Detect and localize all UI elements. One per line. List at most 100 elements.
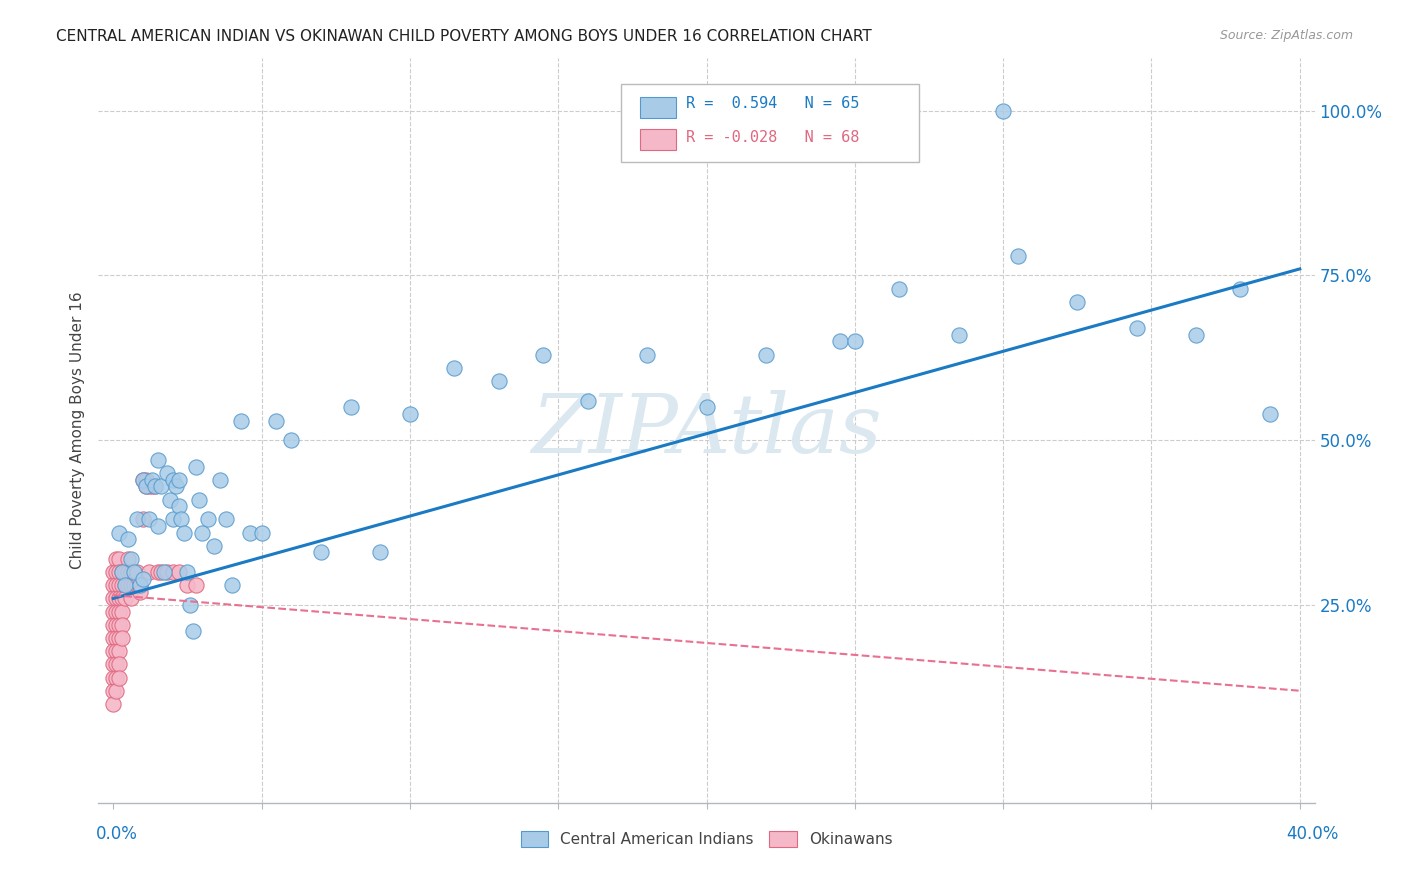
Point — [105, 631, 128, 645]
Point — [1066, 294, 1088, 309]
Point — [129, 578, 152, 592]
Point — [141, 479, 163, 493]
Point — [132, 512, 155, 526]
Point — [149, 479, 172, 493]
Point — [108, 591, 131, 606]
Point — [103, 644, 125, 658]
Text: R =  0.594   N = 65: R = 0.594 N = 65 — [686, 95, 859, 111]
Point — [105, 617, 128, 632]
FancyBboxPatch shape — [640, 96, 676, 118]
Legend: Central American Indians, Okinawans: Central American Indians, Okinawans — [515, 825, 898, 854]
Point — [111, 617, 134, 632]
Text: CENTRAL AMERICAN INDIAN VS OKINAWAN CHILD POVERTY AMONG BOYS UNDER 16 CORRELATIO: CENTRAL AMERICAN INDIAN VS OKINAWAN CHIL… — [56, 29, 872, 44]
Point — [108, 657, 131, 672]
Point — [105, 565, 128, 579]
Point — [111, 605, 134, 619]
Point — [135, 479, 157, 493]
Point — [120, 565, 142, 579]
Point — [138, 512, 160, 526]
Point — [105, 605, 128, 619]
Point — [146, 519, 169, 533]
Point — [108, 644, 131, 658]
Point — [103, 591, 125, 606]
Point — [156, 467, 179, 481]
Point — [117, 578, 139, 592]
Point — [129, 578, 152, 592]
Point — [122, 565, 145, 579]
Point — [991, 103, 1014, 118]
Point — [108, 671, 131, 685]
Point — [146, 453, 169, 467]
Point — [105, 578, 128, 592]
Point — [159, 492, 181, 507]
Point — [111, 565, 134, 579]
Y-axis label: Child Poverty Among Boys Under 16: Child Poverty Among Boys Under 16 — [69, 292, 84, 569]
Point — [186, 578, 208, 592]
Point — [1125, 321, 1147, 335]
Point — [105, 644, 128, 658]
Text: Source: ZipAtlas.com: Source: ZipAtlas.com — [1219, 29, 1353, 42]
Point — [122, 565, 145, 579]
Point — [103, 657, 125, 672]
Point — [135, 473, 157, 487]
Point — [120, 591, 142, 606]
Point — [129, 585, 152, 599]
Point — [103, 578, 125, 592]
Point — [125, 512, 148, 526]
Point — [108, 525, 131, 540]
Point — [146, 565, 169, 579]
FancyBboxPatch shape — [640, 128, 676, 150]
Point — [339, 401, 361, 415]
Point — [183, 624, 205, 639]
Point — [111, 591, 134, 606]
Point — [111, 565, 134, 579]
Point — [103, 631, 125, 645]
Point — [229, 413, 252, 427]
Point — [103, 671, 125, 685]
Point — [138, 565, 160, 579]
Point — [105, 657, 128, 672]
Point — [162, 473, 184, 487]
Point — [125, 578, 148, 592]
Point — [108, 565, 131, 579]
Point — [889, 282, 911, 296]
Point — [117, 565, 139, 579]
Point — [197, 512, 219, 526]
Point — [108, 578, 131, 592]
Point — [111, 631, 134, 645]
Point — [165, 479, 187, 493]
Point — [280, 434, 302, 448]
Point — [221, 578, 243, 592]
Point — [105, 671, 128, 685]
Point — [948, 327, 970, 342]
Point — [239, 525, 262, 540]
Point — [1258, 407, 1281, 421]
Point — [108, 617, 131, 632]
Point — [103, 617, 125, 632]
Text: 0.0%: 0.0% — [96, 825, 138, 843]
Point — [531, 348, 554, 362]
Point — [117, 552, 139, 566]
Point — [176, 565, 198, 579]
Point — [143, 479, 166, 493]
Point — [103, 697, 125, 711]
Point — [755, 348, 778, 362]
Point — [156, 565, 179, 579]
Point — [696, 401, 718, 415]
Point — [162, 512, 184, 526]
Point — [149, 565, 172, 579]
Point — [162, 565, 184, 579]
Point — [114, 578, 136, 592]
Point — [122, 578, 145, 592]
Point — [309, 545, 332, 559]
Point — [179, 598, 201, 612]
Point — [135, 479, 157, 493]
Point — [105, 683, 128, 698]
Point — [167, 473, 190, 487]
Point — [488, 374, 510, 388]
Point — [132, 572, 155, 586]
Point — [191, 525, 214, 540]
Point — [105, 591, 128, 606]
Point — [152, 565, 174, 579]
Point — [167, 565, 190, 579]
